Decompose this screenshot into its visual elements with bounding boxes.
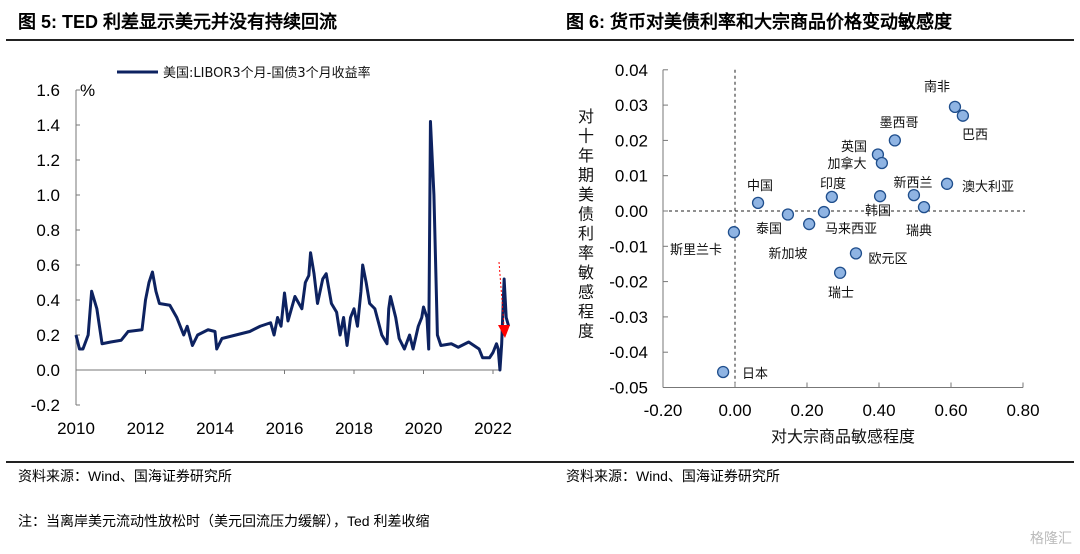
scatter-point xyxy=(888,134,901,147)
point-label: 加拿大 xyxy=(827,156,866,172)
x-tick-label: 0.40 xyxy=(862,401,895,420)
legend-label: 美国:LIBOR3个月-国债3个月收益率 xyxy=(163,65,371,81)
scatter-point xyxy=(833,266,847,279)
scatter-point xyxy=(907,188,921,202)
y-tick-label: 1.0 xyxy=(36,186,60,205)
right-source: 资料来源：Wind、国海证券研究所 xyxy=(566,468,780,484)
y-tick-label: 0.0 xyxy=(36,361,60,380)
point-label: 马来西亚 xyxy=(825,222,877,237)
bottom-divider xyxy=(6,461,1074,463)
y-tick-label: -0.02 xyxy=(609,273,648,292)
y-tick-label: 0.03 xyxy=(615,96,648,115)
scatter-point xyxy=(849,247,863,260)
x-tick-label: 2018 xyxy=(335,419,373,438)
x-tick-label: 0.60 xyxy=(934,401,967,420)
x-tick-label: 2020 xyxy=(405,419,443,438)
x-tick-label: 2012 xyxy=(127,419,165,438)
scatter-point xyxy=(803,217,816,231)
point-label: 新加坡 xyxy=(768,246,807,262)
left-chart-title: 图 5: TED 利差显示美元并没有持续回流 xyxy=(18,12,338,32)
scatter-point xyxy=(917,200,931,214)
point-label: 澳大利亚 xyxy=(962,179,1014,195)
x-tick-label: 0.00 xyxy=(718,401,751,420)
y-tick-label: 0.8 xyxy=(36,221,60,240)
point-label: 中国 xyxy=(747,179,773,194)
left-source: 资料来源：Wind、国海证券研究所 xyxy=(18,468,232,484)
left-note: 注：当离岸美元流动性放松时（美元回流压力缓解），Ted 利差收缩 xyxy=(18,513,430,529)
y-tick-label: 0.6 xyxy=(36,256,60,275)
annotation-arrow-shaft xyxy=(498,261,505,327)
scatter-point xyxy=(727,226,741,239)
y-tick-label: 0.4 xyxy=(36,291,60,310)
scatter-point xyxy=(948,100,962,114)
scatter-point xyxy=(781,208,795,221)
y-tick-label: -0.2 xyxy=(31,396,60,415)
x-axis-title: 对大宗商品敏感程度 xyxy=(771,427,915,446)
watermark: 格隆汇 xyxy=(1030,531,1072,547)
point-label: 欧元区 xyxy=(868,252,907,267)
y-unit-label: % xyxy=(80,81,95,100)
x-tick-label: 0.80 xyxy=(1006,401,1039,420)
y-tick-label: 1.6 xyxy=(36,81,60,100)
scatter-point xyxy=(956,109,970,122)
top-divider xyxy=(6,39,1074,41)
x-tick-label: 0.20 xyxy=(790,401,823,420)
scatter-point xyxy=(825,190,838,204)
y-tick-label: -0.04 xyxy=(609,343,648,362)
x-tick-label: 2014 xyxy=(196,419,234,438)
y-tick-label: 0.00 xyxy=(615,202,648,221)
y-tick-label: -0.01 xyxy=(609,237,648,256)
y-tick-label: 0.01 xyxy=(615,167,648,186)
x-tick-label: 2016 xyxy=(266,419,304,438)
scatter-point xyxy=(873,190,887,203)
point-label: 泰国 xyxy=(756,222,782,237)
y-axis-title: 对十年期美债利率敏感程度 xyxy=(578,107,594,341)
point-label: 韩国 xyxy=(865,204,891,219)
scatter-point xyxy=(751,196,765,210)
point-label: 巴西 xyxy=(962,128,988,143)
point-label: 斯里兰卡 xyxy=(670,243,722,258)
y-tick-label: 1.2 xyxy=(36,151,60,170)
right-chart-title: 图 6: 货币对美债利率和大宗商品价格变动敏感度 xyxy=(566,12,953,32)
scatter-point xyxy=(817,205,831,219)
y-tick-label: 0.2 xyxy=(36,326,60,345)
y-tick-label: -0.03 xyxy=(609,308,648,327)
series-line xyxy=(74,120,511,372)
annotation-arrow-head xyxy=(498,325,510,338)
point-label: 日本 xyxy=(742,367,768,382)
point-label: 瑞典 xyxy=(906,224,932,239)
y-tick-label: 0.02 xyxy=(615,131,648,150)
scatter-point xyxy=(716,365,730,379)
point-label: 印度 xyxy=(820,176,846,192)
point-label: 新西兰 xyxy=(893,175,932,191)
x-tick-label: -0.20 xyxy=(644,401,683,420)
scatter-point xyxy=(940,177,954,190)
point-label: 英国 xyxy=(841,140,867,155)
point-label: 南非 xyxy=(924,79,950,95)
y-tick-label: 0.04 xyxy=(615,61,648,80)
point-label: 墨西哥 xyxy=(879,116,918,131)
x-tick-label: 2022 xyxy=(474,419,512,438)
scatter-point xyxy=(875,156,889,170)
y-tick-label: 1.4 xyxy=(36,116,60,135)
y-tick-label: -0.05 xyxy=(609,379,648,398)
x-tick-label: 2010 xyxy=(57,419,95,438)
point-label: 瑞士 xyxy=(828,286,854,301)
